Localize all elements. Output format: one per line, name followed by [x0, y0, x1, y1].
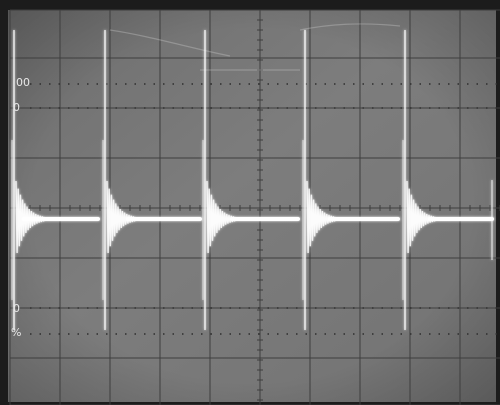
- trace-ringing: [406, 180, 437, 254]
- ghost-trace-2: [299, 23, 401, 31]
- ghost-trace-1: [109, 29, 231, 57]
- waveform-trace: [11, 30, 494, 330]
- trace-ringing: [106, 180, 137, 254]
- screen-vignette: [8, 10, 496, 402]
- trace-ringing: [15, 180, 46, 254]
- rise-time-dotted-lines: [30, 83, 498, 335]
- label-90-percent: 0: [13, 101, 20, 114]
- label-0-percent: %: [11, 326, 22, 339]
- trace-ringing: [306, 180, 337, 254]
- trace-ringing: [206, 180, 237, 254]
- label-100-percent: 00: [16, 76, 30, 89]
- label-10-percent: 0: [13, 302, 20, 315]
- ghost-traces: [109, 23, 401, 71]
